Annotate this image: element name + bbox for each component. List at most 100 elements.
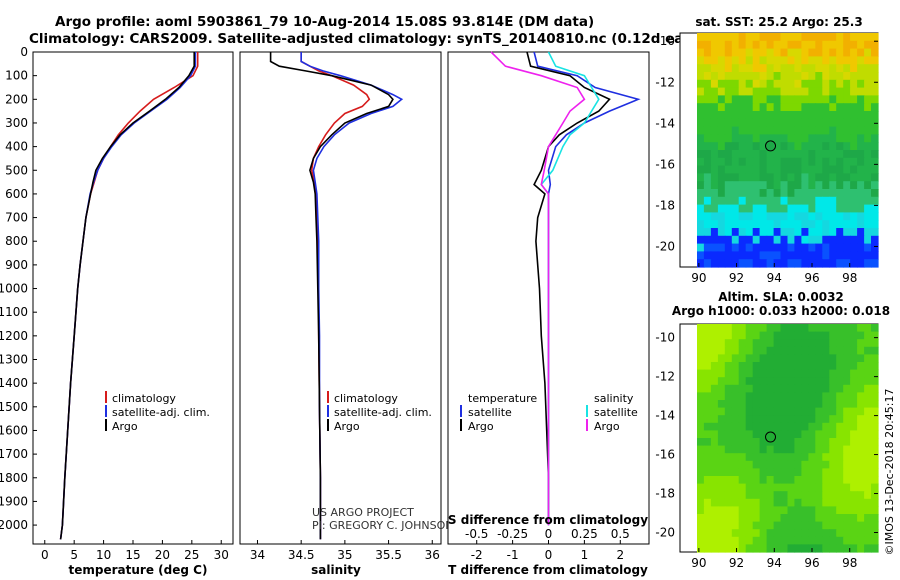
map-cell [717,453,726,462]
map-cell [850,165,858,174]
map-cell [850,453,858,462]
map-cell [703,157,712,167]
map-cell [717,476,726,485]
sla-map-title-2: Argo h1000: 0.033 h2000: 0.018 [672,304,890,318]
map-cell [724,468,733,477]
map-cell [857,377,865,386]
map-cell [745,33,754,42]
map-cell [808,369,816,378]
map-cell [843,445,851,454]
map-cell [864,430,872,439]
map-cell [745,56,754,65]
map-cell [829,445,837,454]
map-cell [815,181,823,190]
map-cell [738,498,747,507]
map-cell [871,384,879,393]
map-cell [780,536,789,545]
map-cell [780,483,789,492]
map-cell [822,438,830,447]
map-cell [759,87,768,96]
legend-salinity-title: salinity [594,392,634,405]
map-cell [745,529,754,538]
map-cell [731,251,740,260]
series-line-temperature-argo [526,51,611,526]
map-cell [780,362,789,371]
map-cell [836,220,844,229]
map-cell [864,212,872,221]
map-cell [731,483,740,492]
map-cell [745,251,754,260]
map-cell [759,142,768,151]
depth-tick-label: 1000 [0,282,28,296]
map-cell [717,196,726,206]
map-cell [836,142,844,151]
map-cell [745,536,754,545]
map-cell [703,87,712,96]
map-cell [697,259,705,268]
map-cell [731,157,740,167]
map-cell [815,40,823,50]
map-cell [850,491,858,500]
map-cell [731,407,740,416]
map-cell [829,157,837,167]
map-cell [703,453,712,462]
map-cell [731,369,740,378]
map-cell [829,181,837,190]
map-cell [857,118,865,128]
map-cell [808,126,816,135]
map-cell [857,514,865,523]
map-cell [703,392,712,401]
map-cell [752,243,761,252]
map-cell [857,196,865,206]
map-cell [766,362,775,371]
map-cell [829,126,837,135]
map-cell [745,40,754,50]
map-cell [745,150,754,159]
map-cell [829,377,837,386]
map-cell [794,33,802,42]
map-cell [766,126,775,135]
map-cell [710,134,719,143]
map-cell [836,157,844,167]
map-cell [787,181,796,190]
map-cell [752,181,761,190]
map-cell [738,438,747,447]
map-cell [731,204,740,213]
map-cell [864,56,872,65]
map-cell [745,220,754,229]
map-cell [871,33,879,42]
map-cell [724,544,733,553]
map-cell [717,430,726,439]
map-cell [766,228,775,237]
map-cell [815,483,823,492]
map-cell [822,220,830,229]
map-cell [843,324,851,333]
map-cell [822,48,830,57]
map-cell [752,259,761,268]
map-cell [864,64,872,73]
map-cell [822,142,830,151]
map-cell [780,468,789,477]
map-cell [815,150,823,159]
salinity-x-label: salinity [311,563,361,577]
map-cell [843,111,851,120]
map-cell [829,392,837,401]
map-cell [850,103,858,112]
map-cell [724,251,733,260]
map-cell [738,56,747,65]
map-cell [724,259,733,268]
depth-tick-label: 800 [5,234,28,248]
map-cell [752,134,761,143]
map-cell [724,142,733,151]
map-cell [766,369,775,378]
map-cell [745,142,754,151]
map-cell [871,400,879,409]
map-cell [829,339,837,348]
map-cell [836,460,844,469]
map-cell [766,150,775,159]
salinity-x-axis: 34 34.5 35 35.5 36 [250,540,440,562]
map-cell [829,134,837,143]
map-cell [697,40,705,50]
map-cell [850,48,858,57]
map-cell [843,48,851,57]
